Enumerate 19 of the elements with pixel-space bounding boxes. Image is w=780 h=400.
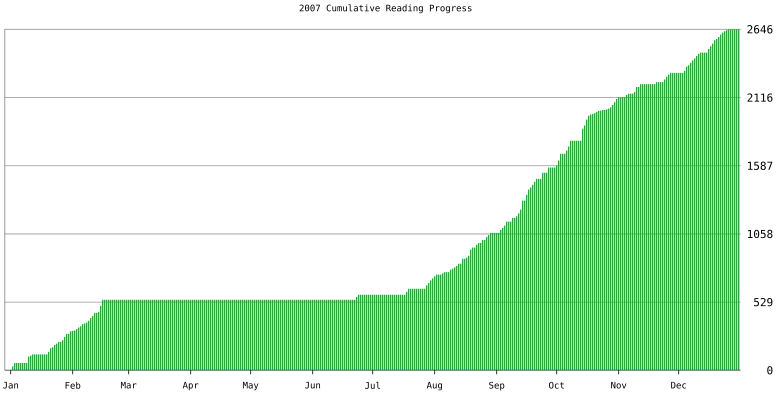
x-tick-label: May: [242, 382, 258, 390]
x-tick-label: Oct: [549, 382, 564, 389]
x-tick-label: Jan: [3, 382, 18, 389]
y-tick-label: 1058: [748, 230, 772, 238]
x-tick-label: Aug: [426, 382, 442, 390]
y-tick-label: 2646: [747, 25, 772, 34]
y-tick-label: 1587: [748, 162, 772, 170]
y-tick-label: 529: [754, 298, 772, 306]
x-tick-label: Feb: [66, 382, 80, 389]
x-tick-label: Jun: [305, 382, 320, 389]
y-tick-label: 2116: [747, 93, 772, 102]
x-tick-label: Mar: [120, 382, 136, 389]
y-tick-label: 0: [767, 366, 772, 374]
x-tick-label: Dec: [671, 382, 686, 389]
x-tick-label: Jul: [365, 382, 380, 389]
x-tick-label: Apr: [182, 382, 198, 390]
chart-title: 2007 Cumulative Reading Progress: [300, 4, 472, 14]
x-tick-label: Nov: [611, 382, 626, 389]
x-tick-label: Sep: [489, 382, 504, 390]
